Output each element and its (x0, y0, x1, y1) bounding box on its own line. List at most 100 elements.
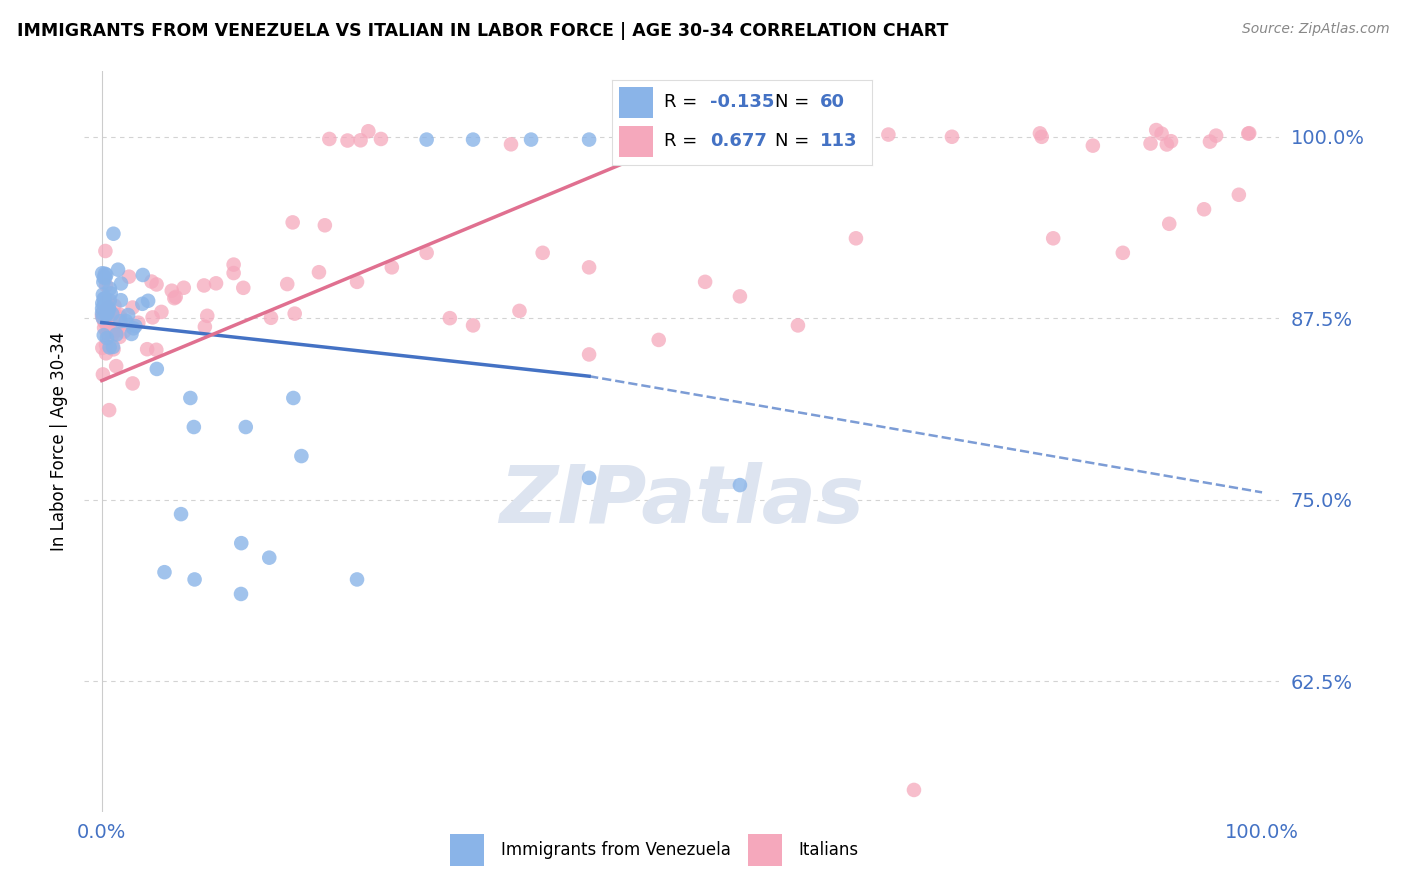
Point (103, 299, 125, 313)
Point (94, 338, 117, 352)
Point (121, 326, 143, 341)
Point (381, 260, 404, 275)
Point (100, 308, 122, 322)
Point (112, 324, 135, 338)
Point (728, 289, 751, 303)
Point (107, 262, 129, 277)
Point (115, 314, 138, 328)
Point (98, 293, 121, 308)
Text: 0.677: 0.677 (710, 132, 768, 150)
Point (153, 565, 176, 579)
Point (609, 128, 631, 143)
Point (578, 132, 600, 146)
Point (748, 127, 770, 141)
Point (93, 275, 115, 289)
Point (131, 297, 153, 311)
Point (97, 301, 120, 315)
Text: ZIPatlas: ZIPatlas (499, 462, 865, 540)
Point (91, 341, 114, 355)
Text: -0.135: -0.135 (710, 94, 775, 112)
Point (1192, 202, 1215, 217)
Point (1081, 138, 1104, 153)
Point (94, 346, 117, 360)
Point (695, 275, 717, 289)
Point (173, 281, 195, 295)
Point (194, 319, 217, 334)
Point (94, 267, 117, 281)
Point (785, 133, 807, 147)
Point (121, 376, 143, 391)
Point (145, 343, 167, 357)
Text: N =: N = (776, 94, 815, 112)
Point (94, 244, 117, 258)
Point (93, 315, 115, 329)
Point (578, 347, 600, 361)
Point (578, 471, 600, 485)
Point (91, 301, 114, 316)
Point (98, 403, 121, 417)
Point (308, 265, 330, 279)
Point (1029, 127, 1052, 141)
Point (461, 132, 484, 146)
Point (160, 284, 183, 298)
Point (122, 321, 145, 335)
Point (100, 286, 122, 301)
Text: Immigrants from Venezuela: Immigrants from Venezuela (501, 840, 730, 859)
Point (96, 319, 118, 334)
Text: R =: R = (664, 132, 703, 150)
Point (91, 306, 114, 320)
Point (117, 318, 139, 332)
Point (108, 330, 131, 344)
Point (105, 323, 128, 337)
Point (222, 266, 245, 280)
Point (1159, 217, 1181, 231)
Point (96, 308, 118, 322)
Point (346, 573, 368, 587)
Point (179, 391, 201, 405)
Point (136, 342, 159, 356)
Point (124, 319, 146, 334)
Point (110, 293, 132, 308)
Point (91, 287, 114, 301)
Point (1237, 126, 1260, 140)
Point (142, 310, 165, 325)
Point (578, 260, 600, 275)
Point (231, 536, 253, 550)
Point (283, 391, 305, 405)
Point (1031, 129, 1053, 144)
Point (682, 130, 704, 145)
Point (903, 783, 925, 797)
Point (183, 573, 205, 587)
Point (110, 314, 132, 328)
Point (520, 132, 543, 146)
Point (647, 333, 669, 347)
Point (787, 318, 810, 333)
Point (1227, 187, 1250, 202)
Point (93, 303, 115, 318)
Point (136, 293, 159, 308)
Text: N =: N = (776, 132, 815, 150)
Point (108, 310, 131, 325)
Text: Source: ZipAtlas.com: Source: ZipAtlas.com (1241, 22, 1389, 37)
Point (1042, 231, 1064, 245)
Point (91, 266, 114, 280)
Point (290, 449, 312, 463)
Point (183, 420, 205, 434)
Point (1237, 127, 1260, 141)
Bar (748, 833, 782, 865)
Point (531, 245, 554, 260)
Point (195, 309, 218, 323)
Bar (450, 833, 484, 865)
Point (93, 328, 115, 343)
Point (146, 362, 169, 376)
Point (141, 275, 163, 289)
Point (165, 290, 187, 304)
Point (94, 270, 117, 285)
Point (845, 231, 868, 245)
Point (671, 132, 693, 146)
Point (877, 128, 900, 142)
Point (101, 340, 124, 354)
Point (103, 343, 125, 357)
Point (91, 368, 114, 382)
Point (132, 268, 155, 282)
